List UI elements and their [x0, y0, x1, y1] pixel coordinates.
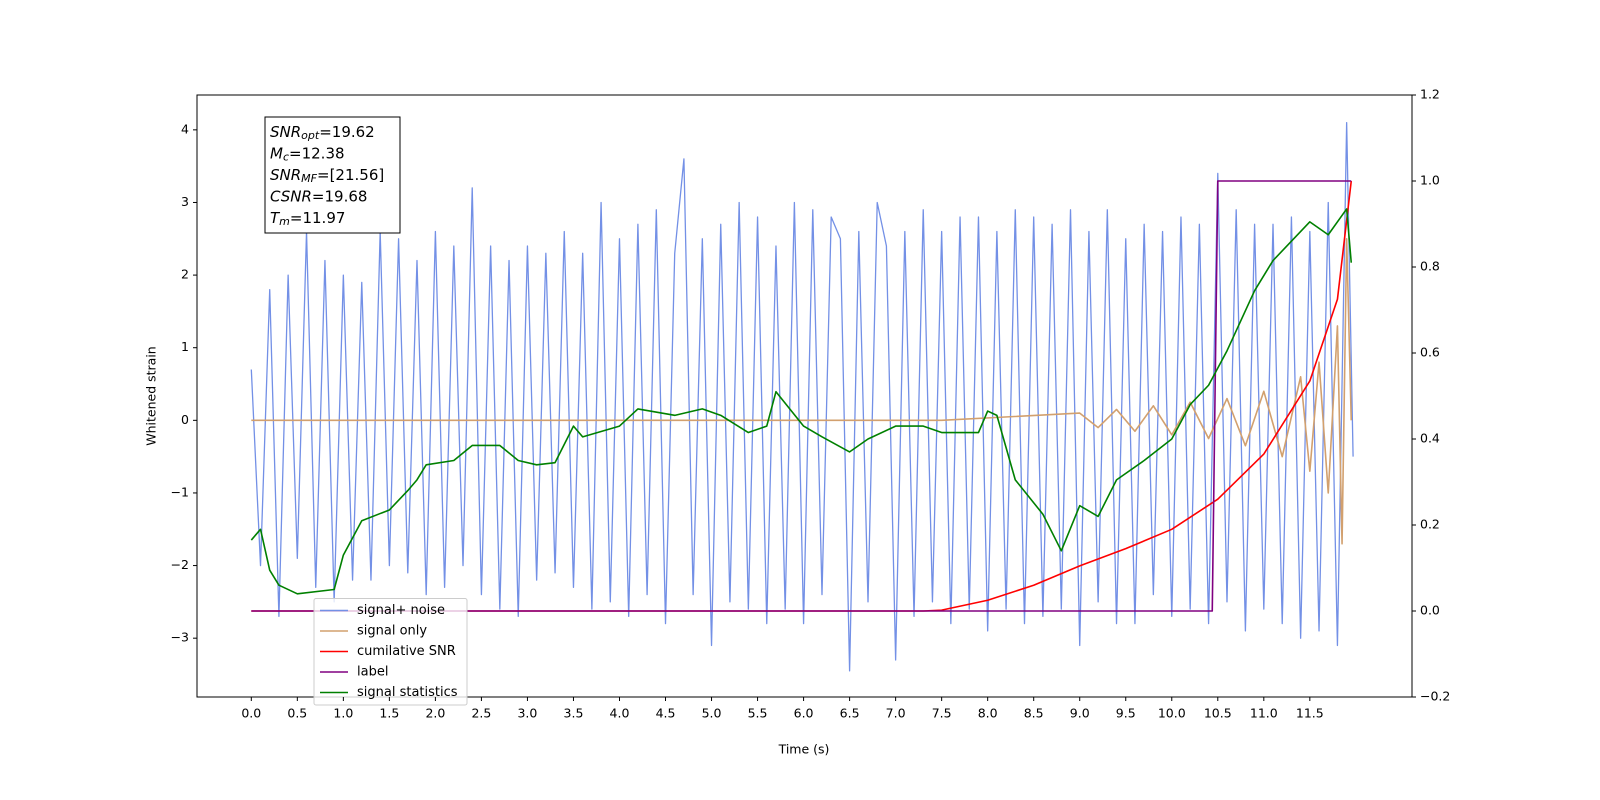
annotation-value: =19.62: [319, 123, 375, 141]
y-tick-label: 3: [181, 194, 189, 209]
series-line: [250, 121, 1354, 672]
annotation-line: SNRMF=[21.56]: [270, 166, 384, 186]
x-tick-label: 8.0: [978, 706, 998, 721]
y-tick-label: 0: [181, 412, 189, 427]
y-tick-label: −1: [171, 484, 189, 499]
plot-area: [250, 121, 1354, 672]
x-tick-label: 5.0: [702, 706, 722, 721]
y-tick-label: 1: [181, 339, 189, 354]
annotation-line: SNRopt=19.62: [270, 123, 375, 143]
annotation-subscript: m: [279, 215, 290, 228]
series-line: [250, 208, 1353, 595]
legend-label: cumilative SNR: [357, 644, 456, 659]
x-tick-label: 7.5: [932, 706, 952, 721]
annotation-name: SNR: [270, 166, 301, 184]
x-tick-label: 6.0: [794, 706, 814, 721]
y-tick-label: −3: [171, 630, 189, 645]
annotation-line: Tm=11.97: [270, 209, 345, 229]
annotation-subscript: opt: [301, 129, 320, 142]
x-tick-label: 3.0: [517, 706, 537, 721]
x-tick-label: 7.0: [886, 706, 906, 721]
annotation-name: T: [270, 209, 281, 227]
legend: signal+ noise signal only cumilative SNR la…: [313, 598, 468, 706]
annotation-value: =12.38: [289, 144, 345, 162]
y2-tick-label: 0.4: [1420, 431, 1440, 446]
x-tick-label: 0.0: [241, 706, 261, 721]
legend-frame: [313, 598, 468, 706]
y2-tick-label: 1.2: [1420, 87, 1440, 102]
series-line: [251, 180, 1353, 612]
x-tick-label: 5.5: [748, 706, 768, 721]
x-tick-label: 2.0: [425, 706, 445, 721]
x-tick-label: 0.5: [287, 706, 307, 721]
annotation-name: SNR: [270, 123, 301, 141]
y2-tick-label: −0.2: [1420, 689, 1450, 704]
annotation-line: Mc=12.38: [270, 144, 345, 164]
y-tick-label: 2: [181, 267, 189, 282]
legend-label: signal+ noise: [357, 603, 445, 618]
y2-tick-label: 0.0: [1420, 603, 1440, 618]
x-tick-label: 6.5: [840, 706, 860, 721]
x-tick-label: 1.5: [379, 706, 399, 721]
y2-tick-label: 1.0: [1420, 173, 1440, 188]
annotation-subscript: c: [283, 151, 289, 164]
legend-label: signal statistics: [357, 685, 458, 700]
x-tick-label: 10.5: [1204, 706, 1232, 721]
x-tick-label: 11.5: [1296, 706, 1324, 721]
y2-tick-label: 0.8: [1420, 259, 1440, 274]
axes-frame: [196, 94, 1413, 698]
annotation-name: M: [270, 144, 283, 162]
y-axis-label: Whitened strain: [144, 346, 159, 445]
x-tick-label: 4.5: [656, 706, 676, 721]
x-tick-label: 3.5: [564, 706, 584, 721]
legend-label: label: [357, 665, 388, 680]
series-line: [251, 237, 1353, 545]
x-tick-label: 9.0: [1070, 706, 1090, 721]
x-tick-label: 1.0: [333, 706, 353, 721]
legend-label: signal only: [357, 624, 427, 639]
x-tick-label: 11.0: [1250, 706, 1278, 721]
x-tick-label: 9.5: [1116, 706, 1136, 721]
x-axis-label: Time (s): [778, 742, 830, 757]
annotation-name: CSNR: [270, 187, 312, 205]
y2-tick-label: 0.2: [1420, 517, 1440, 532]
annotation-subscript: MF: [301, 172, 317, 185]
x-tick-label: 8.5: [1024, 706, 1044, 721]
annotation-value: =19.68: [312, 187, 368, 205]
annotation-frame: [264, 116, 401, 234]
series-line: [251, 180, 1352, 612]
y-tick-label: 4: [181, 121, 189, 136]
y2-tick-label: 0.6: [1420, 345, 1440, 360]
annotation-value: =[21.56]: [317, 166, 384, 184]
annotation-line: CSNR=19.68: [270, 187, 367, 205]
y-tick-label: −2: [171, 557, 189, 572]
annotation-value: =11.97: [290, 209, 346, 227]
x-tick-label: 2.5: [471, 706, 491, 721]
annotation-box: SNRopt=19.62Mc=12.38SNRMF=[21.56]CSNR=19…: [264, 116, 401, 234]
x-tick-label: 4.0: [610, 706, 630, 721]
x-tick-label: 10.0: [1158, 706, 1186, 721]
